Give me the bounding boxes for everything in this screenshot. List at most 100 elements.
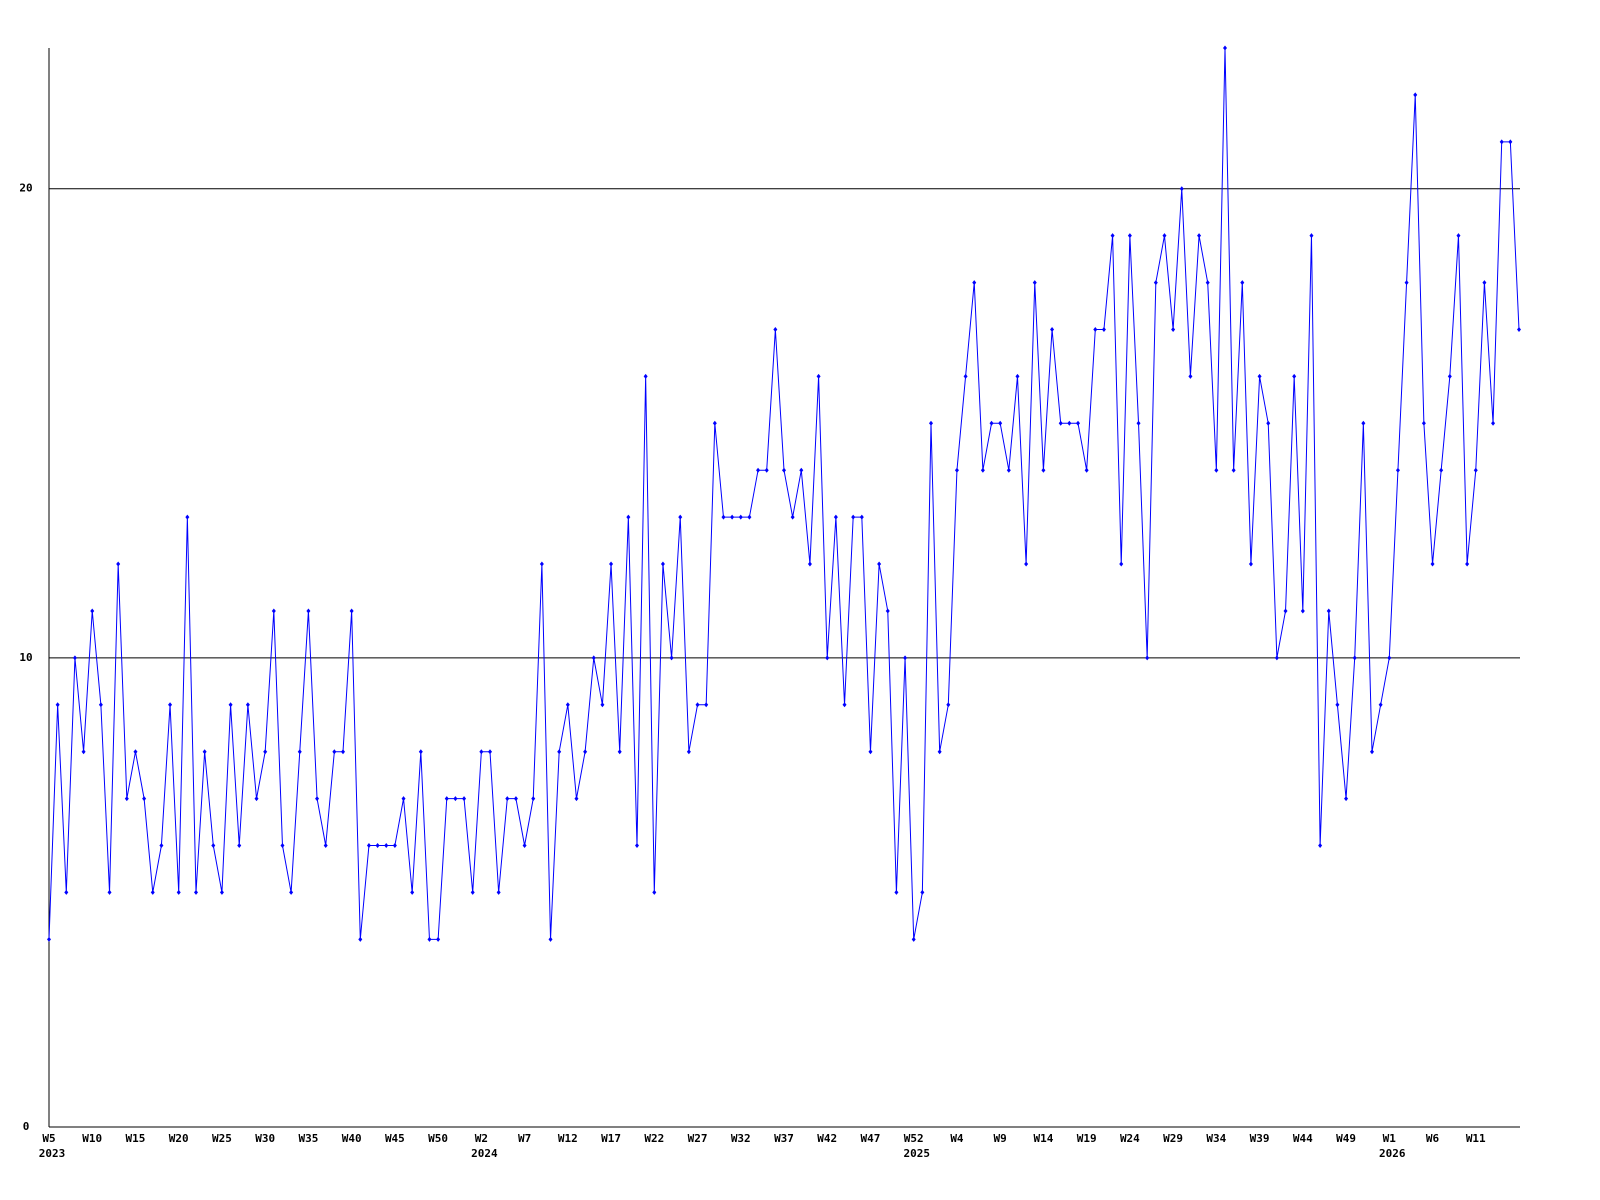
data-point [47, 936, 51, 942]
data-point [1162, 233, 1167, 239]
data-point [1214, 467, 1219, 473]
data-point [704, 702, 709, 708]
x-tick-label: W32 [731, 1132, 751, 1145]
data-point [1491, 420, 1496, 426]
data-point [496, 889, 501, 895]
data-point [842, 702, 847, 708]
data-point [1223, 45, 1227, 51]
data-point [894, 889, 899, 895]
data-point [185, 514, 190, 520]
data-point [773, 326, 778, 332]
data-point [565, 702, 570, 708]
data-point [1205, 280, 1210, 286]
x-tick-label: W9 [994, 1132, 1007, 1145]
data-point [1050, 326, 1055, 332]
data-point [1283, 608, 1288, 614]
data-point [1352, 655, 1357, 661]
data-point [669, 655, 674, 661]
data-point [150, 889, 155, 895]
data-point [1067, 420, 1072, 426]
x-tick-label: W24 [1120, 1132, 1140, 1145]
data-point [453, 796, 458, 802]
data-point [1240, 280, 1245, 286]
x-tick-label: W15 [126, 1132, 146, 1145]
data-point [998, 420, 1003, 426]
data-point [660, 561, 665, 567]
data-point [1006, 467, 1011, 473]
data-point [315, 796, 320, 802]
data-point [790, 514, 795, 520]
x-tick-label: W17 [601, 1132, 621, 1145]
data-point [159, 843, 164, 849]
data-point [1127, 233, 1132, 239]
data-point [626, 514, 631, 520]
data-point [799, 467, 804, 473]
x-tick-label: W52 [904, 1132, 924, 1145]
data-point [1456, 233, 1461, 239]
data-point [591, 655, 596, 661]
y-tick-label: 0 [23, 1120, 30, 1133]
data-point [963, 373, 968, 379]
data-point [609, 561, 614, 567]
data-point [211, 843, 216, 849]
data-point [1318, 843, 1323, 849]
data-point [1084, 467, 1089, 473]
data-point [219, 889, 224, 895]
data-point [1413, 92, 1418, 98]
data-point [678, 514, 683, 520]
x-tick-label: W7 [518, 1132, 531, 1145]
x-tick-label: W34 [1206, 1132, 1226, 1145]
x-tick-label: W50 [428, 1132, 448, 1145]
data-point [972, 280, 977, 286]
data-point [686, 749, 691, 755]
data-point [1188, 373, 1193, 379]
data-point [1421, 420, 1426, 426]
x-tick-label: W42 [817, 1132, 837, 1145]
data-point [1145, 655, 1150, 661]
data-point [1499, 139, 1504, 145]
data-point [124, 796, 129, 802]
data-point [384, 843, 389, 849]
data-point [1136, 420, 1141, 426]
data-point [730, 514, 735, 520]
data-point [418, 749, 423, 755]
data-point [712, 420, 717, 426]
x-tick-label: W45 [385, 1132, 405, 1145]
data-point [877, 561, 882, 567]
data-point [522, 843, 527, 849]
x-tick-label: W29 [1163, 1132, 1183, 1145]
data-point [176, 889, 181, 895]
data-point [1473, 467, 1478, 473]
data-point [479, 749, 484, 755]
data-point [1024, 561, 1029, 567]
data-point [1344, 796, 1349, 802]
x-tick-label: W6 [1426, 1132, 1440, 1145]
data-point [738, 514, 743, 520]
data-point [1430, 561, 1435, 567]
data-point [1300, 608, 1305, 614]
data-point [271, 608, 276, 614]
x-tick-label: W11 [1466, 1132, 1486, 1145]
x-tick-label: W1 [1383, 1132, 1397, 1145]
x-tick-label: W35 [298, 1132, 318, 1145]
y-tick-label: 10 [19, 651, 32, 664]
data-point [816, 373, 821, 379]
data-point [920, 889, 925, 895]
data-point [695, 702, 700, 708]
data-point [505, 796, 510, 802]
data-point [1309, 233, 1314, 239]
data-point [1517, 326, 1521, 332]
data-point [245, 702, 250, 708]
x-year-label: 2023 [39, 1147, 66, 1160]
data-point [1015, 373, 1020, 379]
data-point [1370, 749, 1374, 755]
data-point [1404, 280, 1409, 286]
data-point [133, 749, 138, 755]
data-point [600, 702, 605, 708]
data-point [116, 561, 121, 567]
data-point [643, 373, 648, 379]
x-tick-label: W2 [475, 1132, 488, 1145]
data-point [142, 796, 147, 802]
x-tick-label: W14 [1033, 1132, 1053, 1145]
